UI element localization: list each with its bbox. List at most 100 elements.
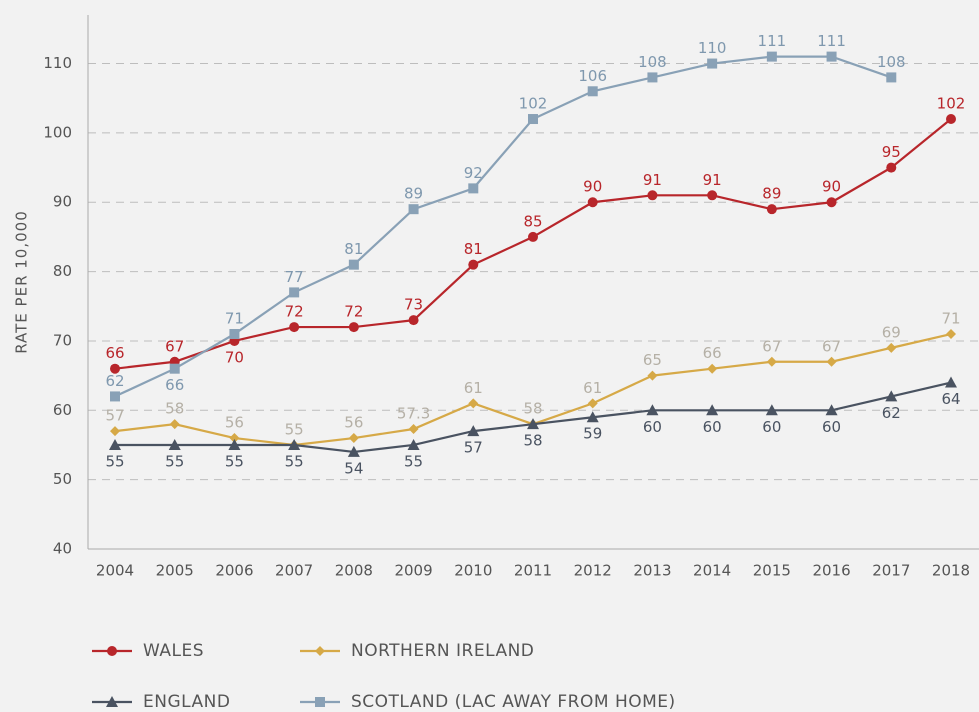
data-label: 95 [882, 143, 901, 161]
point [228, 438, 241, 450]
point [110, 391, 120, 402]
legend-label: SCOTLAND (LAC AWAY FROM HOME) [351, 692, 676, 712]
data-label: 66 [105, 344, 124, 362]
point [766, 204, 777, 215]
legend-marker [315, 646, 325, 656]
data-label: 66 [165, 376, 184, 394]
point [468, 183, 479, 194]
data-label: 89 [404, 185, 423, 203]
point [109, 438, 121, 450]
series-line [114, 118, 952, 370]
data-label: 90 [822, 178, 841, 196]
data-label: 102 [519, 95, 548, 113]
point [945, 376, 957, 388]
data-label: 102 [937, 95, 966, 113]
point [886, 72, 897, 83]
point [528, 231, 538, 242]
legend-marker [315, 697, 325, 707]
data-label: 55 [165, 452, 184, 470]
data-label: 91 [643, 171, 662, 189]
y-tick-label: 100 [43, 123, 72, 141]
point [348, 433, 359, 444]
data-label: 92 [464, 164, 483, 182]
point [886, 342, 897, 353]
point [169, 419, 180, 430]
legend-label: NORTHERN IRELAND [351, 641, 534, 661]
data-label: 66 [703, 344, 722, 362]
data-label: 65 [643, 351, 662, 369]
point [528, 114, 538, 125]
point [168, 438, 181, 450]
data-label: 81 [464, 240, 483, 258]
point [946, 329, 956, 340]
point [946, 114, 956, 125]
data-label: 77 [285, 268, 304, 286]
x-tick-label: 2013 [633, 562, 671, 580]
point [289, 322, 300, 333]
data-label: 90 [583, 178, 602, 196]
point [289, 287, 300, 298]
data-label: 60 [762, 418, 781, 436]
x-tick-label: 2018 [932, 562, 970, 580]
point [885, 390, 898, 402]
point [647, 190, 658, 201]
point [826, 356, 837, 367]
data-label: 71 [941, 310, 960, 328]
data-label: 72 [285, 303, 304, 321]
point [467, 425, 480, 437]
point [646, 404, 659, 416]
point [408, 204, 419, 215]
data-label: 57.3 [397, 405, 430, 423]
data-label: 111 [817, 32, 846, 50]
point [826, 197, 837, 208]
data-label: 61 [464, 379, 483, 397]
data-label: 56 [344, 414, 363, 432]
x-tick-label: 2007 [275, 562, 313, 580]
data-label: 55 [285, 452, 304, 470]
x-tick-label: 2008 [335, 562, 373, 580]
data-label: 61 [583, 379, 602, 397]
point [110, 426, 120, 437]
point [707, 58, 718, 69]
data-label: 69 [882, 323, 901, 341]
point [766, 356, 777, 367]
x-tick-label: 2004 [96, 562, 134, 580]
point [765, 404, 778, 416]
x-tick-label: 2006 [215, 562, 253, 580]
data-label: 54 [344, 459, 363, 477]
point [468, 398, 479, 409]
data-label: 57 [105, 407, 124, 425]
y-tick-label: 90 [53, 193, 72, 211]
data-label: 57 [464, 439, 483, 457]
data-label: 55 [404, 452, 423, 470]
x-tick-label: 2009 [394, 562, 432, 580]
data-label: 60 [703, 418, 722, 436]
y-tick-label: 60 [53, 401, 72, 419]
data-label: 85 [523, 212, 542, 230]
y-axis-title: RATE PER 10,000 [13, 210, 31, 354]
x-tick-label: 2014 [693, 562, 731, 580]
x-tick-label: 2010 [454, 562, 492, 580]
data-label: 106 [578, 67, 607, 85]
data-label: 67 [762, 337, 781, 355]
point [169, 363, 180, 374]
point [647, 72, 658, 83]
point [886, 162, 897, 173]
data-label: 59 [583, 425, 602, 443]
point [826, 51, 837, 62]
data-label: 55 [225, 452, 244, 470]
point [527, 418, 539, 430]
x-tick-label: 2016 [812, 562, 850, 580]
legend-label: ENGLAND [143, 692, 230, 712]
data-label: 55 [285, 420, 304, 438]
data-label: 72 [344, 303, 363, 321]
data-label: 62 [105, 372, 124, 390]
y-tick-label: 50 [53, 470, 72, 488]
data-label: 81 [344, 240, 363, 258]
x-tick-label: 2011 [514, 562, 552, 580]
y-tick-label: 70 [53, 331, 72, 349]
point [587, 197, 598, 208]
data-label: 108 [877, 53, 906, 71]
point [468, 259, 479, 270]
